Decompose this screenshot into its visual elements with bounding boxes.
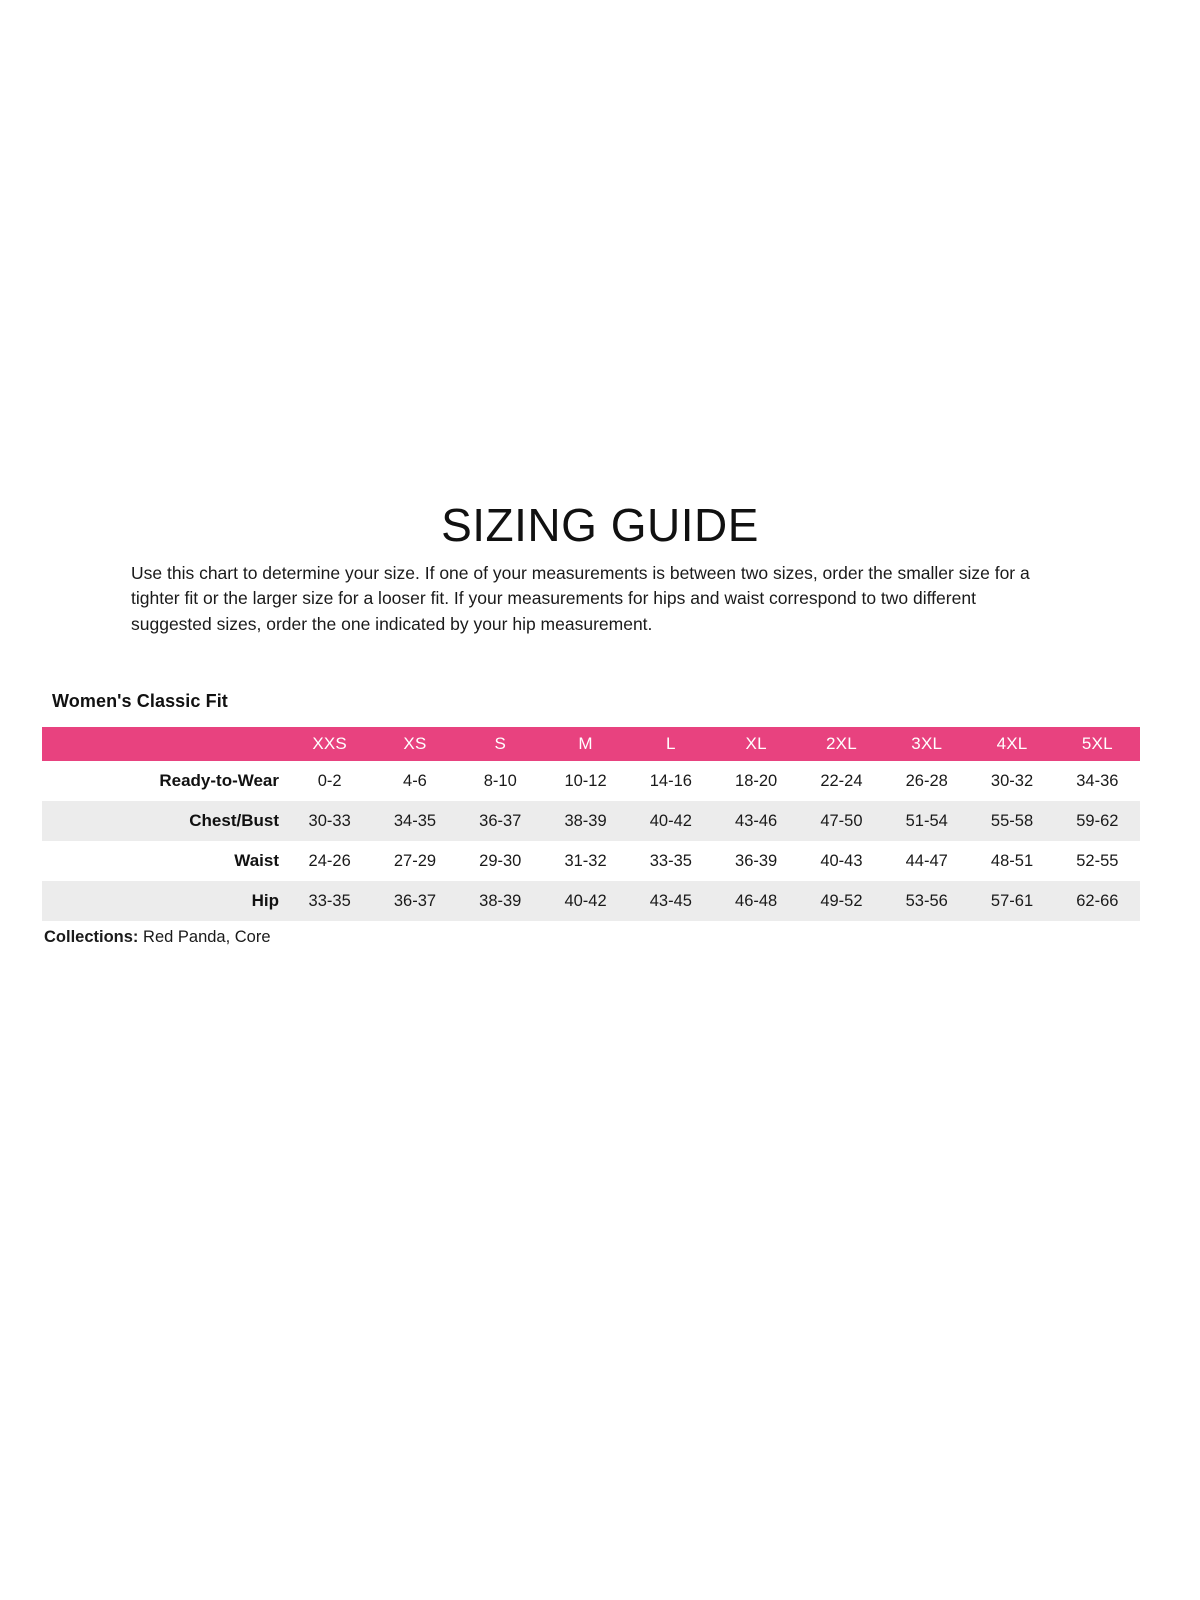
cell-value: 26-28 (905, 771, 948, 790)
size-table-header-row: XXS XS S M L XL 2XL 3XL 4XL 5XL (42, 727, 1140, 761)
cell-value: 53-56 (905, 891, 948, 910)
cell-value: 10-12 (564, 771, 607, 790)
intro-paragraph: Use this chart to determine your size. I… (131, 562, 1030, 634)
table-row: Hip 33-35 36-37 38-39 40-42 43-45 46-48 49-52 53… (42, 881, 1140, 921)
cell-value: 4-6 (403, 771, 427, 790)
section-heading-womens-classic-fit: Women's Classic Fit (52, 691, 228, 711)
row-label-chest-bust: Chest/Bust (189, 811, 279, 830)
cell-value: 8-10 (483, 771, 517, 790)
cell-value: 24-26 (308, 851, 351, 870)
cell-value: 38-39 (479, 891, 522, 910)
size-table-container: XXS XS S M L XL 2XL 3XL 4XL 5XL Ready-to-Wear 0-2 4… (42, 727, 1140, 921)
cell-value: 36-37 (393, 891, 437, 910)
cell-value: 43-46 (735, 811, 778, 830)
cell-value: 62-66 (1076, 891, 1119, 910)
cell-value: 34-36 (1076, 771, 1119, 790)
cell-value: 30-33 (308, 811, 351, 830)
column-header-m: M (578, 734, 593, 753)
cell-value: 51-54 (905, 811, 948, 830)
row-label-hip: Hip (251, 891, 279, 910)
collections-value: Red Panda, Core (143, 928, 271, 946)
cell-value: 40-43 (820, 851, 863, 870)
column-header-5xl: 5XL (1081, 734, 1113, 753)
cell-value: 46-48 (735, 891, 778, 910)
column-header-2xl: 2XL (826, 734, 857, 753)
table-corner-cell (42, 727, 287, 761)
cell-value: 44-47 (905, 851, 948, 870)
cell-value: 36-37 (479, 811, 522, 830)
cell-value: 59-62 (1076, 811, 1119, 830)
cell-value: 30-32 (990, 771, 1034, 790)
cell-value: 57-61 (990, 891, 1034, 910)
cell-value: 40-42 (649, 811, 692, 830)
cell-value: 49-52 (820, 891, 863, 910)
size-chart-table: XXS XS S M L XL 2XL 3XL 4XL 5XL Ready-to-Wear 0-2 4… (42, 727, 1140, 921)
cell-value: 0-2 (317, 771, 342, 790)
row-label-waist: Waist (234, 851, 279, 870)
column-header-xs: XS (403, 734, 427, 753)
cell-value: 22-24 (820, 771, 863, 790)
table-row: Ready-to-Wear 0-2 4-6 8-10 10-12 14-16 18-20 22… (42, 761, 1140, 801)
table-row: Waist 24-26 27-29 29-30 31-32 33-35 36-39 40-43… (42, 841, 1140, 881)
cell-value: 40-42 (564, 891, 607, 910)
column-header-xl: XL (745, 734, 767, 753)
cell-value: 34-35 (393, 811, 437, 830)
cell-value: 36-39 (735, 851, 778, 870)
column-header-l: L (666, 734, 676, 753)
page-title: SIZING GUIDE (441, 498, 759, 551)
cell-value: 29-30 (479, 851, 522, 870)
cell-value: 47-50 (820, 811, 863, 830)
cell-value: 43-45 (649, 891, 692, 910)
cell-value: 33-35 (308, 891, 351, 910)
collections-note: Collections: Red Panda, Core (44, 928, 271, 947)
cell-value: 55-58 (990, 811, 1034, 830)
cell-value: 38-39 (564, 811, 607, 830)
size-table-body: Ready-to-Wear 0-2 4-6 8-10 10-12 14-16 18-20 22… (42, 761, 1140, 921)
collections-label: Collections: (44, 928, 139, 946)
table-row: Chest/Bust 30-33 34-35 36-37 38-39 40-42 43-46… (42, 801, 1140, 841)
cell-value: 18-20 (735, 771, 778, 790)
column-header-xxs: XXS (312, 734, 347, 753)
column-header-4xl: 4XL (996, 734, 1028, 753)
column-header-s: S (494, 734, 507, 753)
size-table-head: XXS XS S M L XL 2XL 3XL 4XL 5XL (42, 727, 1140, 761)
cell-value: 52-55 (1076, 851, 1119, 870)
cell-value: 14-16 (649, 771, 692, 790)
cell-value: 31-32 (564, 851, 607, 870)
cell-value: 48-51 (990, 851, 1034, 870)
cell-value: 27-29 (393, 851, 437, 870)
column-header-3xl: 3XL (911, 734, 943, 753)
row-label-ready-to-wear: Ready-to-Wear (159, 771, 279, 790)
cell-value: 33-35 (649, 851, 692, 870)
